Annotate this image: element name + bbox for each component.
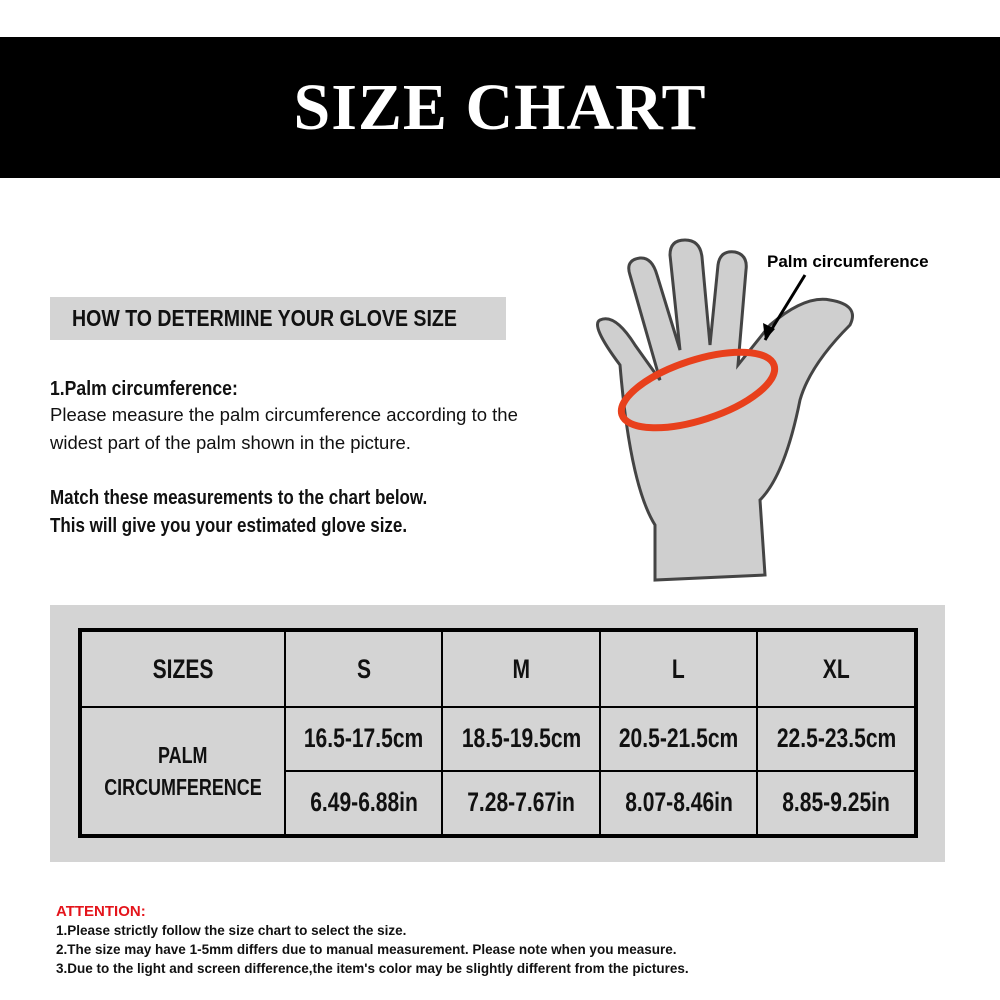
- in-cell: 8.07-8.46in: [598, 769, 759, 838]
- match-note: Match these measurements to the chart be…: [50, 487, 428, 537]
- size-table-panel: SIZES S M L XL PALM CIRCUMFERENCE 16.5-17…: [50, 605, 945, 862]
- page-title: SIZE CHART: [293, 70, 707, 144]
- note: 3.Due to the light and screen difference…: [56, 961, 689, 976]
- palm-circumference-label: Palm circumference: [767, 252, 929, 271]
- palm-circumference-marker: [617, 348, 779, 432]
- header-cell: S: [283, 629, 444, 708]
- cm-cell: 16.5-17.5cm: [283, 706, 444, 772]
- attention-title: ATTENTION:: [56, 903, 146, 920]
- row-label: PALM CIRCUMFERENCE: [79, 706, 286, 837]
- measure-body: Please measure the palm circumference ac…: [50, 404, 518, 453]
- in-cell: 8.85-9.25in: [756, 769, 917, 838]
- hand-diagram: Palm circumference: [596, 238, 929, 582]
- table-row: 6.49-6.88in 7.28-7.67in 8.07-8.46in 8.85…: [80, 769, 917, 838]
- header-cell: XL: [756, 629, 917, 708]
- note: 1.Please strictly follow the size chart …: [56, 923, 407, 938]
- measure-heading: 1.Palm circumference:: [50, 378, 238, 400]
- in-cell: 6.49-6.88in: [283, 769, 444, 838]
- cm-cell: 20.5-21.5cm: [598, 706, 759, 772]
- section-heading: HOW TO DETERMINE YOUR GLOVE SIZE: [50, 297, 506, 340]
- title-banner: SIZE CHART: [0, 37, 1000, 178]
- attention-notes: ATTENTION: 1.Please strictly follow the …: [56, 902, 689, 978]
- header-cell: SIZES: [79, 629, 286, 708]
- size-table: SIZES S M L XL PALM CIRCUMFERENCE 16.5-17…: [78, 628, 918, 838]
- table-row: PALM CIRCUMFERENCE 16.5-17.5cm 18.5-19.5c…: [79, 706, 917, 837]
- cm-cell: 22.5-23.5cm: [756, 706, 917, 772]
- header-cell: L: [598, 629, 759, 708]
- header-cell: M: [441, 629, 601, 708]
- note: 2.The size may have 1-5mm differs due to…: [56, 942, 677, 957]
- measure-instructions: 1.Palm circumference: Please measure the…: [50, 378, 550, 457]
- table-row: SIZES S M L XL: [79, 629, 917, 708]
- in-cell: 7.28-7.67in: [441, 769, 601, 838]
- cm-cell: 18.5-19.5cm: [441, 706, 601, 772]
